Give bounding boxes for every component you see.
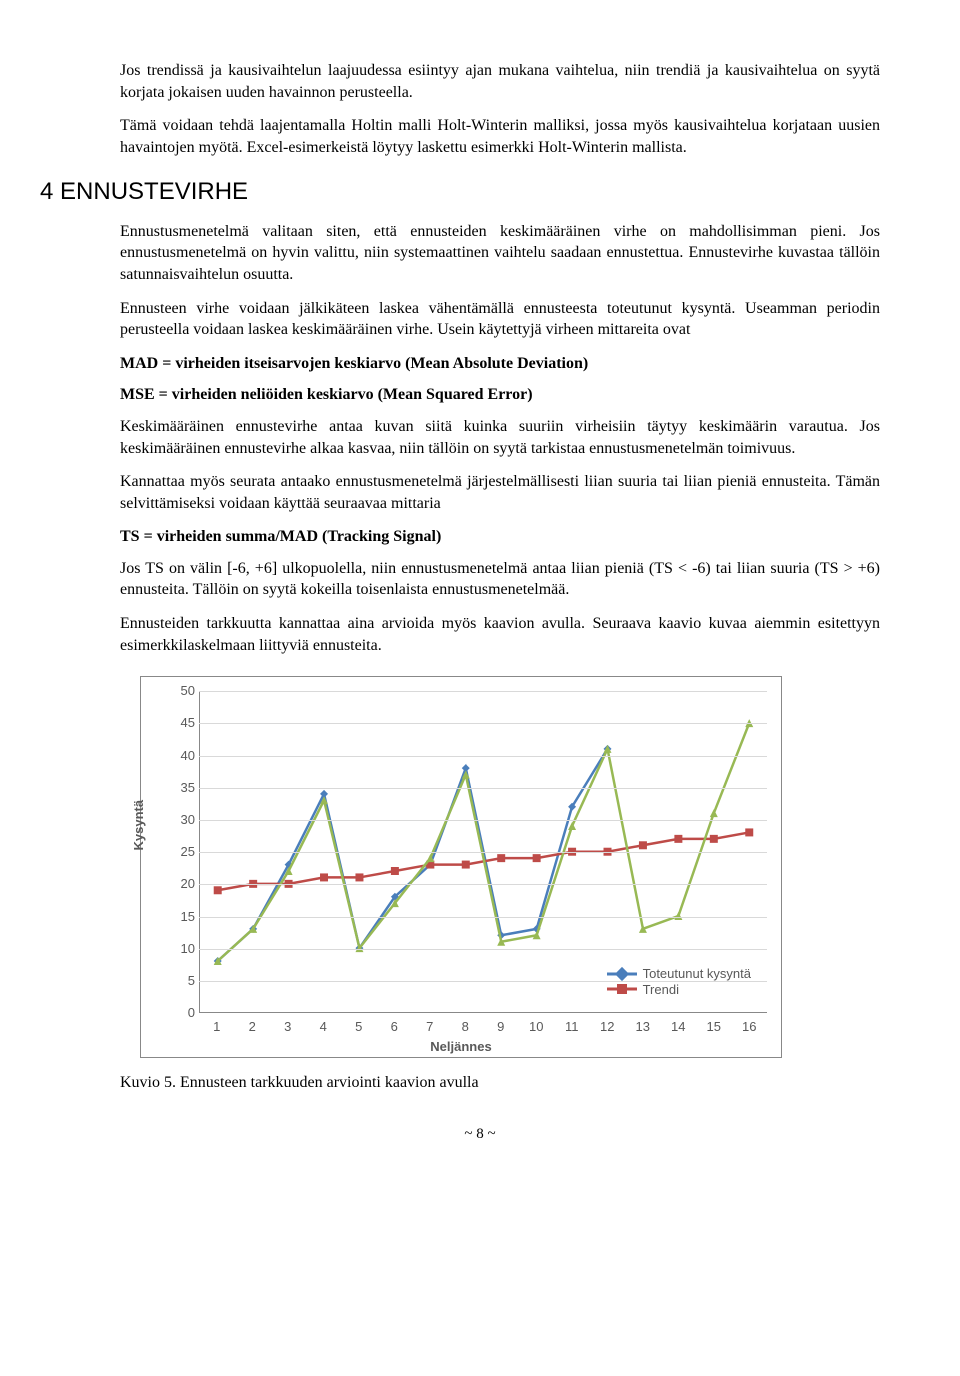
series-line — [218, 723, 750, 961]
square-marker — [214, 887, 222, 895]
x-tick-label: 3 — [284, 1018, 291, 1036]
x-tick-label: 13 — [636, 1018, 650, 1036]
y-tick-label: 10 — [165, 940, 195, 958]
x-tick-label: 12 — [600, 1018, 614, 1036]
gridline — [199, 884, 767, 885]
x-tick-label: 14 — [671, 1018, 685, 1036]
square-marker — [391, 867, 399, 875]
paragraph: Ennusteiden tarkkuutta kannattaa aina ar… — [120, 613, 880, 656]
page-number: ~ 8 ~ — [80, 1124, 880, 1144]
y-tick-label: 50 — [165, 682, 195, 700]
square-marker — [462, 861, 470, 869]
definition-ts: TS = virheiden summa/MAD (Tracking Signa… — [120, 526, 880, 548]
square-marker — [674, 835, 682, 843]
square-marker — [533, 854, 541, 862]
x-tick-label: 11 — [565, 1018, 579, 1036]
y-tick-label: 35 — [165, 779, 195, 797]
x-tick-label: 4 — [320, 1018, 327, 1036]
x-tick-label: 5 — [355, 1018, 362, 1036]
x-tick-label: 8 — [462, 1018, 469, 1036]
triangle-marker — [710, 809, 718, 817]
x-tick-label: 9 — [497, 1018, 504, 1036]
gridline — [199, 820, 767, 821]
gridline — [199, 852, 767, 853]
y-tick-label: 45 — [165, 715, 195, 733]
figure-caption: Kuvio 5. Ennusteen tarkkuuden arviointi … — [120, 1072, 880, 1094]
paragraph: Jos TS on välin [-6, +6] ulkopuolella, n… — [120, 558, 880, 601]
definition-mse: MSE = virheiden neliöiden keskiarvo (Mea… — [120, 384, 880, 406]
forecast-chart: Kysyntä Neljännes Toteutunut kysyntä Tre… — [140, 676, 782, 1058]
y-tick-label: 0 — [165, 1004, 195, 1022]
paragraph: Kannattaa myös seurata antaako ennustusm… — [120, 471, 880, 514]
paragraph: Ennusteen virhe voidaan jälkikäteen lask… — [120, 298, 880, 341]
y-tick-label: 30 — [165, 811, 195, 829]
square-marker — [639, 842, 647, 850]
gridline — [199, 723, 767, 724]
square-marker — [355, 874, 363, 882]
x-tick-label: 15 — [707, 1018, 721, 1036]
gridline — [199, 788, 767, 789]
square-marker — [320, 874, 328, 882]
legend-label: Trendi — [643, 982, 679, 998]
triangle-marker — [568, 822, 576, 830]
gridline — [199, 949, 767, 950]
paragraph: Jos trendissä ja kausivaihtelun laajuude… — [120, 60, 880, 103]
paragraph: Tämä voidaan tehdä laajentamalla Holtin … — [120, 115, 880, 158]
y-tick-label: 40 — [165, 747, 195, 765]
definition-mad: MAD = virheiden itseisarvojen keskiarvo … — [120, 353, 880, 375]
paragraph: Ennustusmenetelmä valitaan siten, että e… — [120, 221, 880, 286]
square-marker — [745, 829, 753, 837]
gridline — [199, 691, 767, 692]
x-tick-label: 16 — [742, 1018, 756, 1036]
y-tick-label: 20 — [165, 876, 195, 894]
x-tick-label: 1 — [213, 1018, 220, 1036]
gridline — [199, 917, 767, 918]
y-axis-label: Kysyntä — [130, 800, 148, 851]
legend-label: Toteutunut kysyntä — [643, 966, 751, 982]
x-axis-label: Neljännes — [430, 1038, 491, 1056]
gridline — [199, 981, 767, 982]
y-tick-label: 25 — [165, 843, 195, 861]
paragraph: Keskimääräinen ennustevirhe antaa kuvan … — [120, 416, 880, 459]
x-tick-label: 7 — [426, 1018, 433, 1036]
square-marker — [497, 854, 505, 862]
y-tick-label: 5 — [165, 972, 195, 990]
gridline — [199, 756, 767, 757]
x-tick-label: 6 — [391, 1018, 398, 1036]
x-tick-label: 10 — [529, 1018, 543, 1036]
square-marker — [710, 835, 718, 843]
x-tick-label: 2 — [249, 1018, 256, 1036]
y-tick-label: 15 — [165, 908, 195, 926]
section-heading: 4 ENNUSTEVIRHE — [40, 176, 880, 208]
